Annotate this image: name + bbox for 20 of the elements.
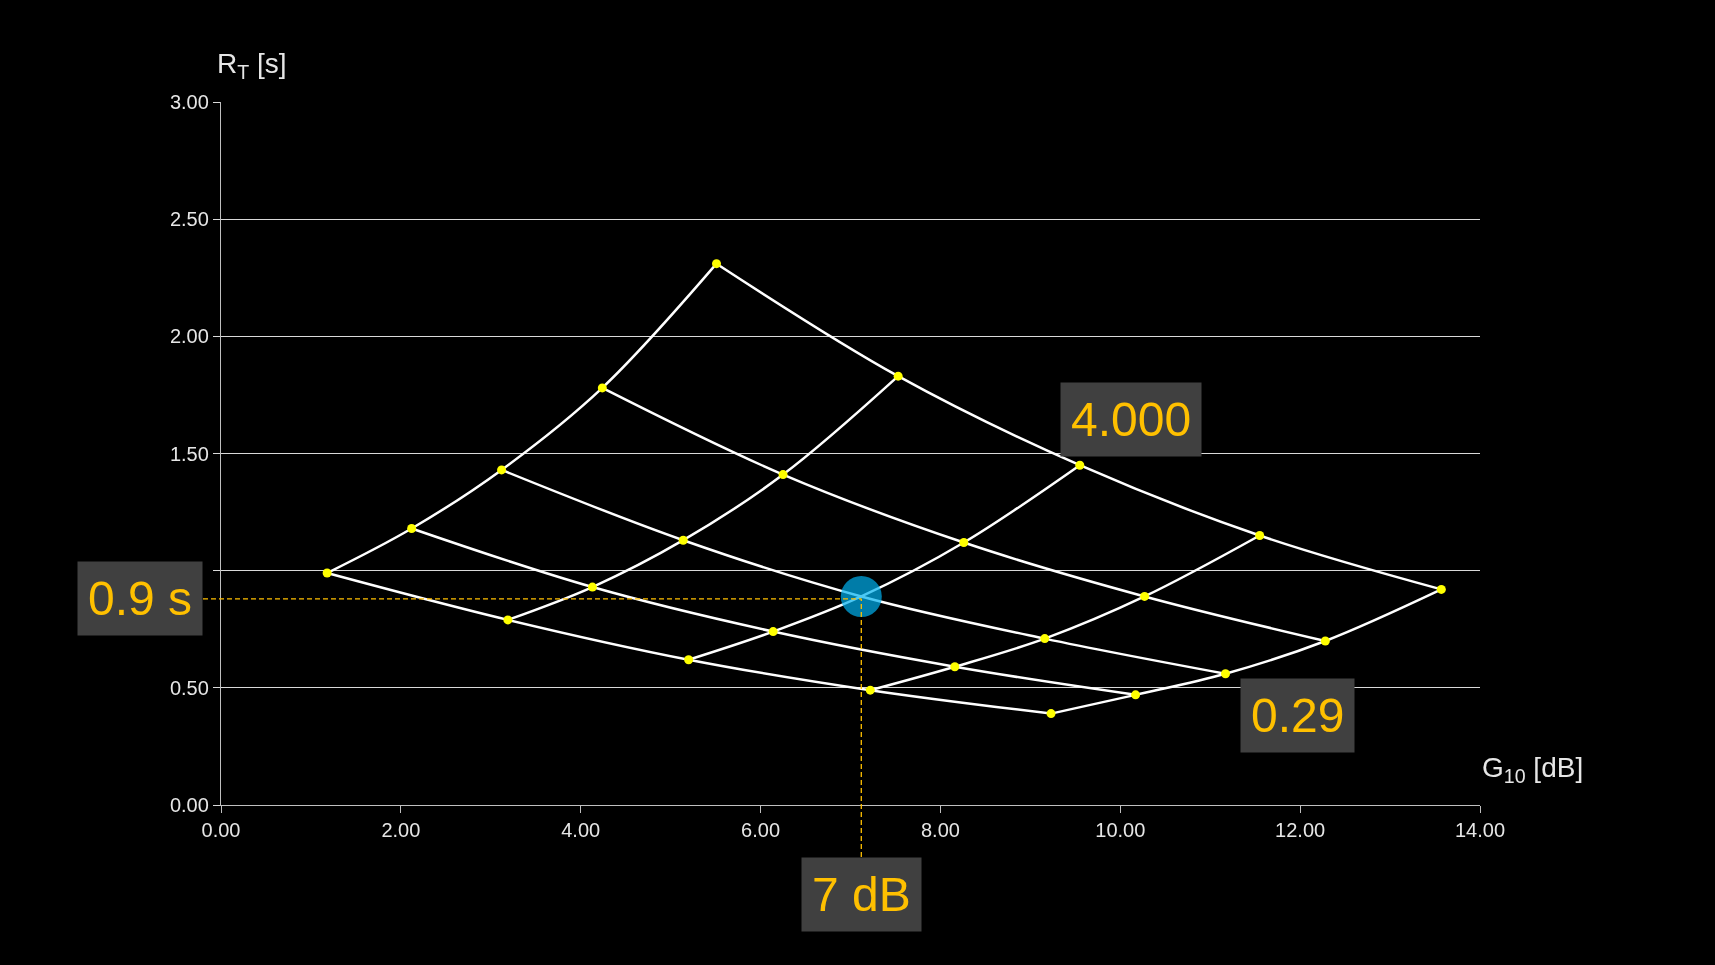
y-tick-label: 1.50 bbox=[169, 442, 209, 465]
x-tick-label: 14.00 bbox=[1454, 819, 1506, 842]
series-label: 4.000 bbox=[1071, 393, 1192, 446]
y-axis-title: R$_{T}$ [s] bbox=[217, 48, 287, 83]
x-tick-label: 12.00 bbox=[1275, 819, 1326, 842]
x-tick-label: 8.00 bbox=[920, 819, 960, 842]
x-tick-label: 6.00 bbox=[741, 819, 781, 842]
x-tick-label: 10.00 bbox=[1095, 819, 1146, 842]
y-tick-label: 0.00 bbox=[169, 794, 209, 816]
x-tick-label: 0.00 bbox=[201, 819, 241, 842]
ref-line-label: 7 dB bbox=[812, 868, 911, 921]
x-axis-title: G$_{10}$ [dB] bbox=[1482, 752, 1584, 787]
y-tick-label: 2.50 bbox=[169, 208, 209, 231]
y-tick-label: 3.00 bbox=[169, 91, 209, 113]
x-tick-label: 4.00 bbox=[561, 819, 601, 842]
ref-line-label: 0.9 s bbox=[88, 572, 193, 625]
series-label: 0.29 bbox=[1251, 689, 1345, 742]
y-tick-label: 2.00 bbox=[169, 325, 209, 348]
x-tick-label: 2.00 bbox=[381, 819, 421, 842]
y-tick-label: 0.50 bbox=[169, 676, 209, 699]
